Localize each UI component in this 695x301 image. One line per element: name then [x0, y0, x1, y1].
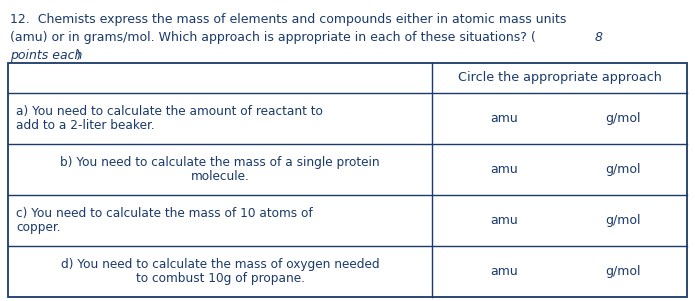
Text: amu: amu	[490, 112, 518, 125]
Text: amu: amu	[490, 265, 518, 278]
Text: g/mol: g/mol	[605, 163, 641, 176]
Text: g/mol: g/mol	[605, 214, 641, 227]
Text: g/mol: g/mol	[605, 112, 641, 125]
Text: points each: points each	[10, 49, 83, 62]
Text: add to a 2-liter beaker.: add to a 2-liter beaker.	[16, 119, 154, 132]
Text: b) You need to calculate the mass of a single protein: b) You need to calculate the mass of a s…	[60, 156, 380, 169]
Bar	[8, 63, 687, 297]
Text: copper.: copper.	[16, 221, 60, 234]
Text: c) You need to calculate the mass of 10 atoms of: c) You need to calculate the mass of 10 …	[16, 207, 313, 220]
Text: amu: amu	[490, 163, 518, 176]
Text: Circle the appropriate approach: Circle the appropriate approach	[458, 72, 662, 85]
Text: amu: amu	[490, 214, 518, 227]
Text: to combust 10g of propane.: to combust 10g of propane.	[136, 272, 304, 285]
Text: 12.  Chemists express the mass of elements and compounds either in atomic mass u: 12. Chemists express the mass of element…	[10, 13, 566, 26]
Text: (amu) or in grams/mol. Which approach is appropriate in each of these situations: (amu) or in grams/mol. Which approach is…	[10, 31, 536, 44]
Text: d) You need to calculate the mass of oxygen needed: d) You need to calculate the mass of oxy…	[61, 258, 379, 271]
Text: molecule.: molecule.	[191, 170, 250, 183]
Text: g/mol: g/mol	[605, 265, 641, 278]
Text: 8: 8	[595, 31, 603, 44]
Text: a) You need to calculate the amount of reactant to: a) You need to calculate the amount of r…	[16, 105, 323, 118]
Text: ): )	[76, 49, 81, 62]
